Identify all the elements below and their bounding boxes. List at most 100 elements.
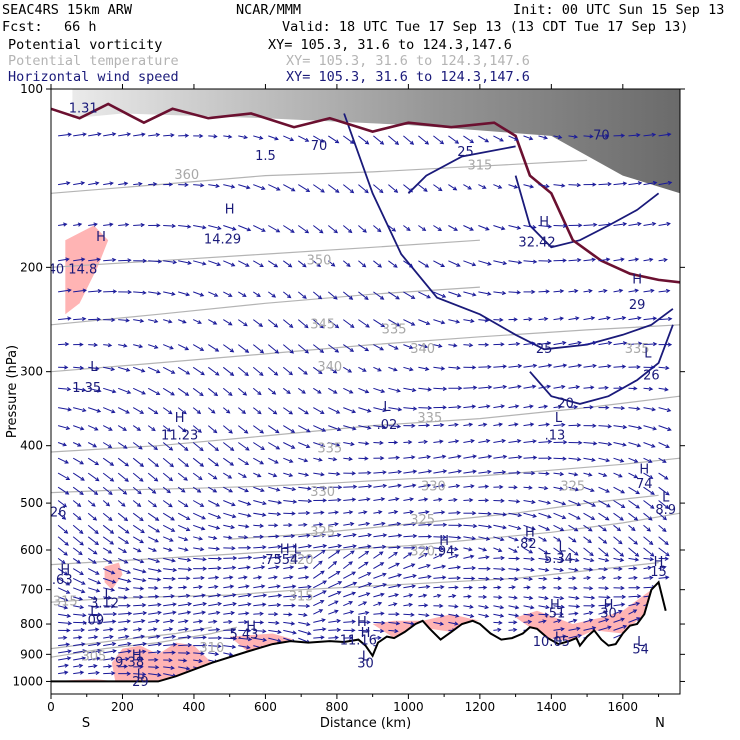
wind-vector-head — [412, 483, 417, 488]
wind-vector-head — [487, 524, 493, 529]
wind-vector — [117, 557, 128, 564]
wind-vector-head — [322, 544, 328, 549]
wind-vector — [583, 627, 596, 631]
wind-vector-head — [590, 316, 596, 321]
wind-vector-head — [412, 533, 418, 539]
wind-vector — [403, 387, 416, 391]
wind-vector — [478, 319, 489, 322]
wind-vector — [388, 471, 402, 474]
wind-vector — [598, 536, 607, 544]
pv-extremum-label: 5.43 — [230, 628, 259, 643]
wind-vector-head — [380, 456, 385, 461]
wind-vector — [132, 536, 144, 544]
wind-vector — [538, 441, 552, 443]
wind-vector — [583, 619, 593, 623]
wind-vector-head — [66, 386, 72, 392]
wind-vector-head — [241, 409, 247, 414]
wind-vector-head — [395, 455, 401, 460]
wind-vector-head — [142, 290, 147, 295]
wind-vector — [238, 645, 250, 649]
wind-vector — [87, 547, 97, 555]
wind-vector-head — [499, 613, 505, 618]
wind-vector — [658, 566, 666, 570]
wind-vector-head — [260, 584, 266, 589]
wind-vector-head — [575, 385, 581, 390]
wind-vector-head — [618, 473, 623, 478]
wind-vector-head — [142, 569, 147, 574]
wind-vector — [117, 457, 129, 467]
wind-vector — [73, 643, 85, 647]
wind-vector-head — [94, 627, 100, 632]
wind-vector-head — [652, 341, 658, 347]
wind-vector — [493, 621, 502, 624]
wind-vector-head — [168, 547, 173, 552]
wind-vector-head — [577, 633, 583, 638]
wind-vector-head — [111, 619, 117, 624]
wind-vector-head — [437, 227, 443, 231]
wind-vector-head — [410, 563, 416, 568]
wind-vector-head — [484, 138, 490, 143]
wind-vector — [553, 406, 562, 409]
wind-vector-head — [63, 529, 69, 534]
wind-vector-head — [472, 292, 477, 297]
wind-vector-head — [352, 484, 358, 489]
wind-vector — [418, 604, 428, 607]
wind-vector — [118, 620, 131, 623]
wind-vector-head — [187, 642, 193, 648]
wind-vector-head — [336, 471, 341, 476]
wind-vector-head — [94, 541, 100, 546]
wind-vector-head — [603, 288, 608, 294]
wind-vector-head — [514, 613, 520, 618]
wind-vector-head — [532, 455, 538, 460]
wind-vector — [238, 585, 249, 589]
wind-vector — [73, 407, 86, 412]
wind-vector — [643, 547, 655, 557]
pv-extremum-label: 8.9 — [655, 503, 676, 518]
wind-vector-head — [226, 409, 231, 414]
wind-vector — [253, 603, 266, 607]
wind-vector — [328, 472, 340, 475]
wind-vector-head — [80, 627, 86, 633]
wind-vector — [148, 291, 161, 295]
wind-vector-head — [67, 621, 73, 626]
wind-vector-head — [96, 580, 102, 585]
wind-vector-head — [97, 649, 103, 654]
wind-vector-head — [322, 627, 327, 632]
wind-vector — [523, 260, 537, 263]
wind-vector-head — [348, 229, 353, 234]
wind-vector — [613, 603, 625, 607]
wind-vector-head — [470, 484, 475, 489]
wind-vector — [177, 512, 190, 520]
wind-vector-head — [587, 539, 592, 544]
wind-vector-head — [619, 557, 625, 562]
wind-vector — [508, 472, 520, 474]
wind-vector — [328, 387, 337, 394]
wind-vector-head — [202, 643, 208, 648]
wind-vector — [268, 425, 279, 434]
wind-vector-head — [528, 136, 534, 141]
wind-vector-head — [605, 257, 611, 262]
wind-vector-head — [277, 593, 283, 598]
wind-vector — [297, 366, 308, 375]
wind-vector — [463, 536, 476, 540]
wind-vector — [463, 291, 476, 296]
wind-vector — [463, 470, 476, 474]
wind-vector — [418, 511, 429, 514]
theta-contour-label: 320 — [289, 553, 314, 568]
wind-vector-head — [80, 257, 86, 262]
wind-vector-head — [335, 550, 341, 555]
wind-vector — [553, 486, 564, 490]
wind-vector — [283, 425, 295, 433]
wind-vector — [433, 455, 446, 459]
wind-vector-head — [245, 524, 250, 529]
wind-vector-head — [122, 549, 128, 553]
wind-vector-head — [514, 605, 520, 610]
wind-vector-head — [212, 535, 218, 540]
pv-positive-region — [515, 589, 652, 642]
wind-vector-head — [545, 471, 550, 476]
wind-vector-head — [66, 656, 72, 661]
wind-vector — [178, 659, 187, 662]
wind-vector-head — [560, 604, 566, 609]
wind-vector — [193, 260, 206, 265]
wind-vector — [388, 584, 401, 589]
